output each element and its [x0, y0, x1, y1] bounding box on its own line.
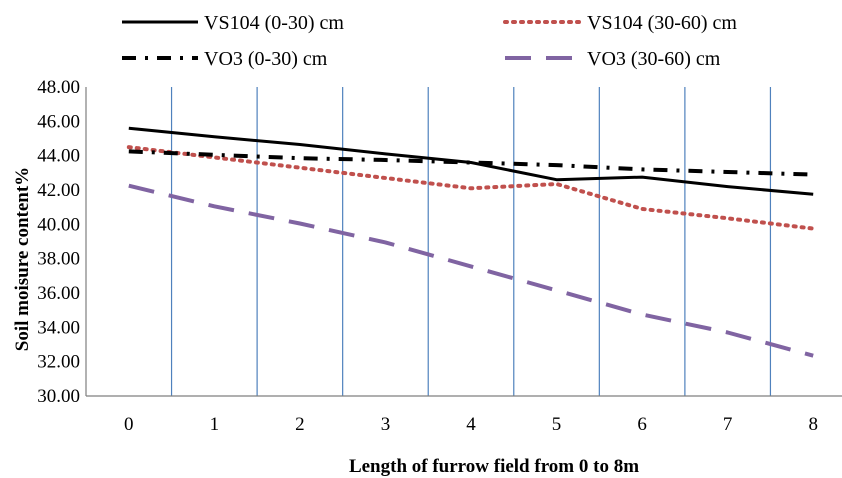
x-axis-title: Length of furrow field from 0 to 8m [349, 456, 639, 477]
x-tick-label: 5 [552, 414, 562, 435]
x-tick-label: 1 [210, 414, 220, 435]
grid [170, 87, 772, 396]
x-tick-label: 2 [295, 414, 305, 435]
x-tick-label: 7 [723, 414, 733, 435]
x-tick-label: 4 [466, 414, 476, 435]
y-tick-label: 32.00 [37, 352, 80, 373]
x-tick-label: 6 [637, 414, 647, 435]
y-tick-label: 36.00 [37, 283, 80, 304]
x-tick-label: 3 [381, 414, 391, 435]
y-axis-title: Soil moisure content% [12, 167, 33, 351]
legend-label-1: VS104 (0-30) cm [204, 12, 344, 34]
y-tick-label: 48.00 [37, 77, 80, 98]
series-line-2 [126, 145, 816, 231]
x-tick-label: 0 [124, 414, 134, 435]
y-tick-label: 30.00 [37, 386, 80, 407]
series-layer [126, 126, 816, 358]
y-tick-label: 44.00 [37, 146, 80, 167]
legend-label-4: VO3 (30-60) cm [587, 48, 721, 70]
legend-label-2: VS104 (30-60) cm [587, 12, 737, 34]
y-tick-label: 38.00 [37, 249, 80, 270]
y-tick-label: 42.00 [37, 180, 80, 201]
y-tick-label: 34.00 [37, 317, 80, 338]
series-line-1 [128, 126, 814, 196]
y-tick-label: 46.00 [37, 111, 80, 132]
x-tick-label: 8 [808, 414, 818, 435]
series-line-4 [128, 183, 814, 358]
y-tick-label: 40.00 [37, 214, 80, 235]
series-line-3 [128, 149, 814, 177]
legend-label-3: VO3 (0-30) cm [204, 48, 328, 70]
axes: 30.00 32.00 34.00 36.00 38.00 40.00 42.00 44.00… [37, 77, 842, 435]
legend: VS104 (0-30) cm VS104 (30-60) cm VO3 (0-30… [122, 12, 737, 70]
